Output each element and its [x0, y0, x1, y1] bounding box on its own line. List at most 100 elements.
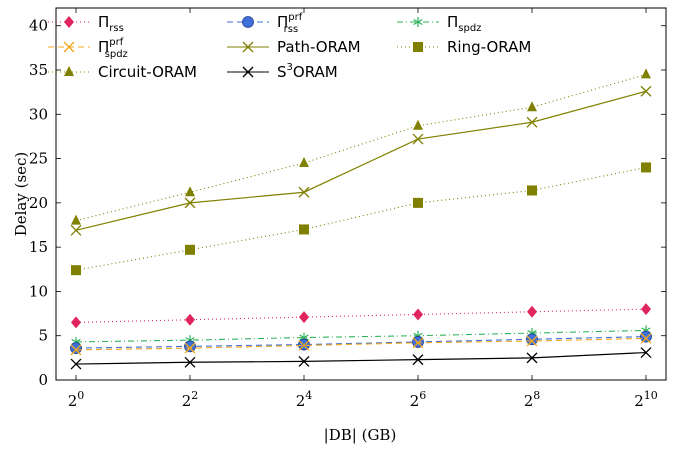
- legend-marker-ring-oram: [413, 42, 423, 52]
- x-tick-label-0: 20: [68, 389, 85, 410]
- data-point-rss-prf-4: [526, 333, 538, 346]
- legend-entry-rss-prf: Πprf rss: [227, 12, 303, 35]
- plot-marks: [70, 68, 652, 370]
- legend-entry-ring-oram: Ring-ORAM: [397, 38, 531, 56]
- series-rss: [71, 303, 651, 329]
- legend-label-ring-oram: Ring-ORAM: [447, 38, 531, 56]
- legend-marker-path-oram: [242, 41, 254, 53]
- data-point-rss-2: [299, 311, 309, 324]
- legend-label-rss: Πrss: [98, 13, 124, 34]
- series-line-circuit-oram: [75, 73, 647, 222]
- y-tick-label-1: 5: [38, 327, 48, 345]
- legend-label-s3oram: S3ORAM: [277, 62, 338, 81]
- data-point-rss-1: [185, 313, 195, 326]
- data-point-rss-4: [527, 305, 537, 318]
- series-line-rss: [75, 308, 647, 323]
- data-point-s3oram-1: [184, 356, 196, 368]
- x-tick-label-4: 28: [524, 389, 541, 410]
- data-point-spdz-prf-2: [298, 339, 310, 351]
- data-point-s3oram-4: [526, 352, 538, 364]
- y-axis-label: Delay (sec): [12, 152, 30, 237]
- legend-marker-rss: [64, 16, 74, 28]
- y-tick-label-5: 25: [29, 150, 48, 168]
- legend-entry-circuit-oram: Circuit-ORAM: [48, 63, 197, 81]
- data-point-circuit-oram-2: [299, 157, 309, 167]
- data-point-rss-prf-0: [70, 342, 82, 355]
- data-point-path-oram-1: [184, 197, 196, 209]
- series-spdz-prf: [70, 332, 652, 356]
- data-point-circuit-oram-4: [527, 101, 537, 112]
- legend-entry-spdz-prf: Πprf spdz: [48, 37, 128, 60]
- y-tick-label-3: 15: [29, 238, 48, 256]
- plot-frame: [55, 7, 667, 381]
- data-point-rss-5: [641, 303, 651, 316]
- data-point-s3oram-0: [70, 358, 82, 370]
- data-point-rss-prf-1: [184, 340, 196, 353]
- data-point-rss-3: [413, 308, 423, 321]
- legend-marker-spdz: [413, 17, 423, 27]
- series-circuit-oram: [71, 68, 651, 225]
- legend-marker-s3oram: [242, 66, 254, 78]
- data-point-ring-oram-0: [71, 265, 81, 276]
- y-tick-label-8: 40: [29, 17, 48, 35]
- x-tick-label-2: 24: [296, 389, 313, 410]
- legend: Πrss Πprf rss Πspdz Πprf spdz Path-ORAM Ring-OR…: [48, 12, 531, 81]
- series-line-rss-prf: [75, 336, 647, 349]
- data-point-circuit-oram-0: [71, 214, 81, 225]
- data-point-spdz-prf-0: [70, 344, 82, 356]
- data-point-ring-oram-1: [185, 244, 195, 255]
- data-point-s3oram-3: [412, 354, 424, 366]
- y-tick-label-4: 20: [29, 194, 48, 212]
- data-point-circuit-oram-5: [641, 68, 651, 79]
- data-point-circuit-oram-3: [413, 119, 423, 130]
- series-line-path-oram: [75, 90, 647, 231]
- data-point-ring-oram-2: [299, 224, 309, 235]
- series-ring-oram: [71, 162, 651, 276]
- data-point-spdz-prf-5: [640, 332, 652, 344]
- legend-label-path-oram: Path-ORAM: [277, 38, 361, 56]
- legend-label-circuit-oram: Circuit-ORAM: [98, 63, 197, 81]
- y-tick-label-7: 35: [29, 61, 48, 79]
- y-tick-label-0: 0: [38, 371, 48, 389]
- legend-marker-rss-prf: [242, 16, 254, 28]
- legend-marker-circuit-oram: [64, 66, 74, 76]
- data-point-ring-oram-5: [641, 162, 651, 173]
- legend-entry-path-oram: Path-ORAM: [227, 38, 361, 56]
- x-axis-label: |DB| (GB): [324, 426, 397, 444]
- data-point-s3oram-5: [640, 347, 652, 359]
- series-line-s3oram: [75, 351, 647, 365]
- data-point-s3oram-2: [298, 355, 310, 367]
- y-tick-label-2: 10: [29, 282, 48, 300]
- data-point-rss-prf-5: [640, 330, 652, 343]
- series-rss-prf: [70, 330, 652, 355]
- y-tick-label-6: 30: [29, 105, 48, 123]
- data-point-path-oram-4: [526, 116, 538, 128]
- legend-label-spdz: Πspdz: [447, 13, 481, 34]
- data-point-path-oram-2: [298, 186, 310, 198]
- series-line-spdz-prf: [75, 337, 647, 351]
- data-point-path-oram-3: [412, 133, 424, 145]
- data-point-rss-0: [71, 316, 81, 329]
- data-point-spdz-prf-1: [184, 342, 196, 354]
- legend-label-rss-prf: Πprf rss: [277, 12, 303, 35]
- data-point-ring-oram-3: [413, 197, 423, 208]
- legend-entry-s3oram: S3ORAM: [227, 62, 338, 81]
- data-point-spdz-prf-4: [526, 335, 538, 347]
- axes: 0 5 10 15 20 25 30 35 40 20 22 24 26 28 210: [29, 7, 667, 410]
- series-s3oram: [70, 347, 652, 370]
- legend-entry-spdz: Πspdz: [397, 13, 481, 34]
- data-point-spdz-prf-3: [412, 337, 424, 349]
- data-point-path-oram-5: [640, 85, 652, 97]
- series-path-oram: [70, 85, 652, 236]
- data-point-circuit-oram-1: [185, 186, 195, 197]
- series-line-ring-oram: [75, 166, 647, 271]
- x-tick-label-3: 26: [410, 389, 427, 410]
- x-tick-label-1: 22: [182, 389, 199, 410]
- legend-marker-spdz-prf: [63, 41, 75, 53]
- series-line-spdz: [75, 329, 647, 343]
- x-tick-label-5: 210: [634, 389, 658, 410]
- data-point-ring-oram-4: [527, 185, 537, 196]
- legend-label-spdz-prf: Πprf spdz: [98, 37, 128, 60]
- legend-entry-rss: Πrss: [48, 13, 124, 34]
